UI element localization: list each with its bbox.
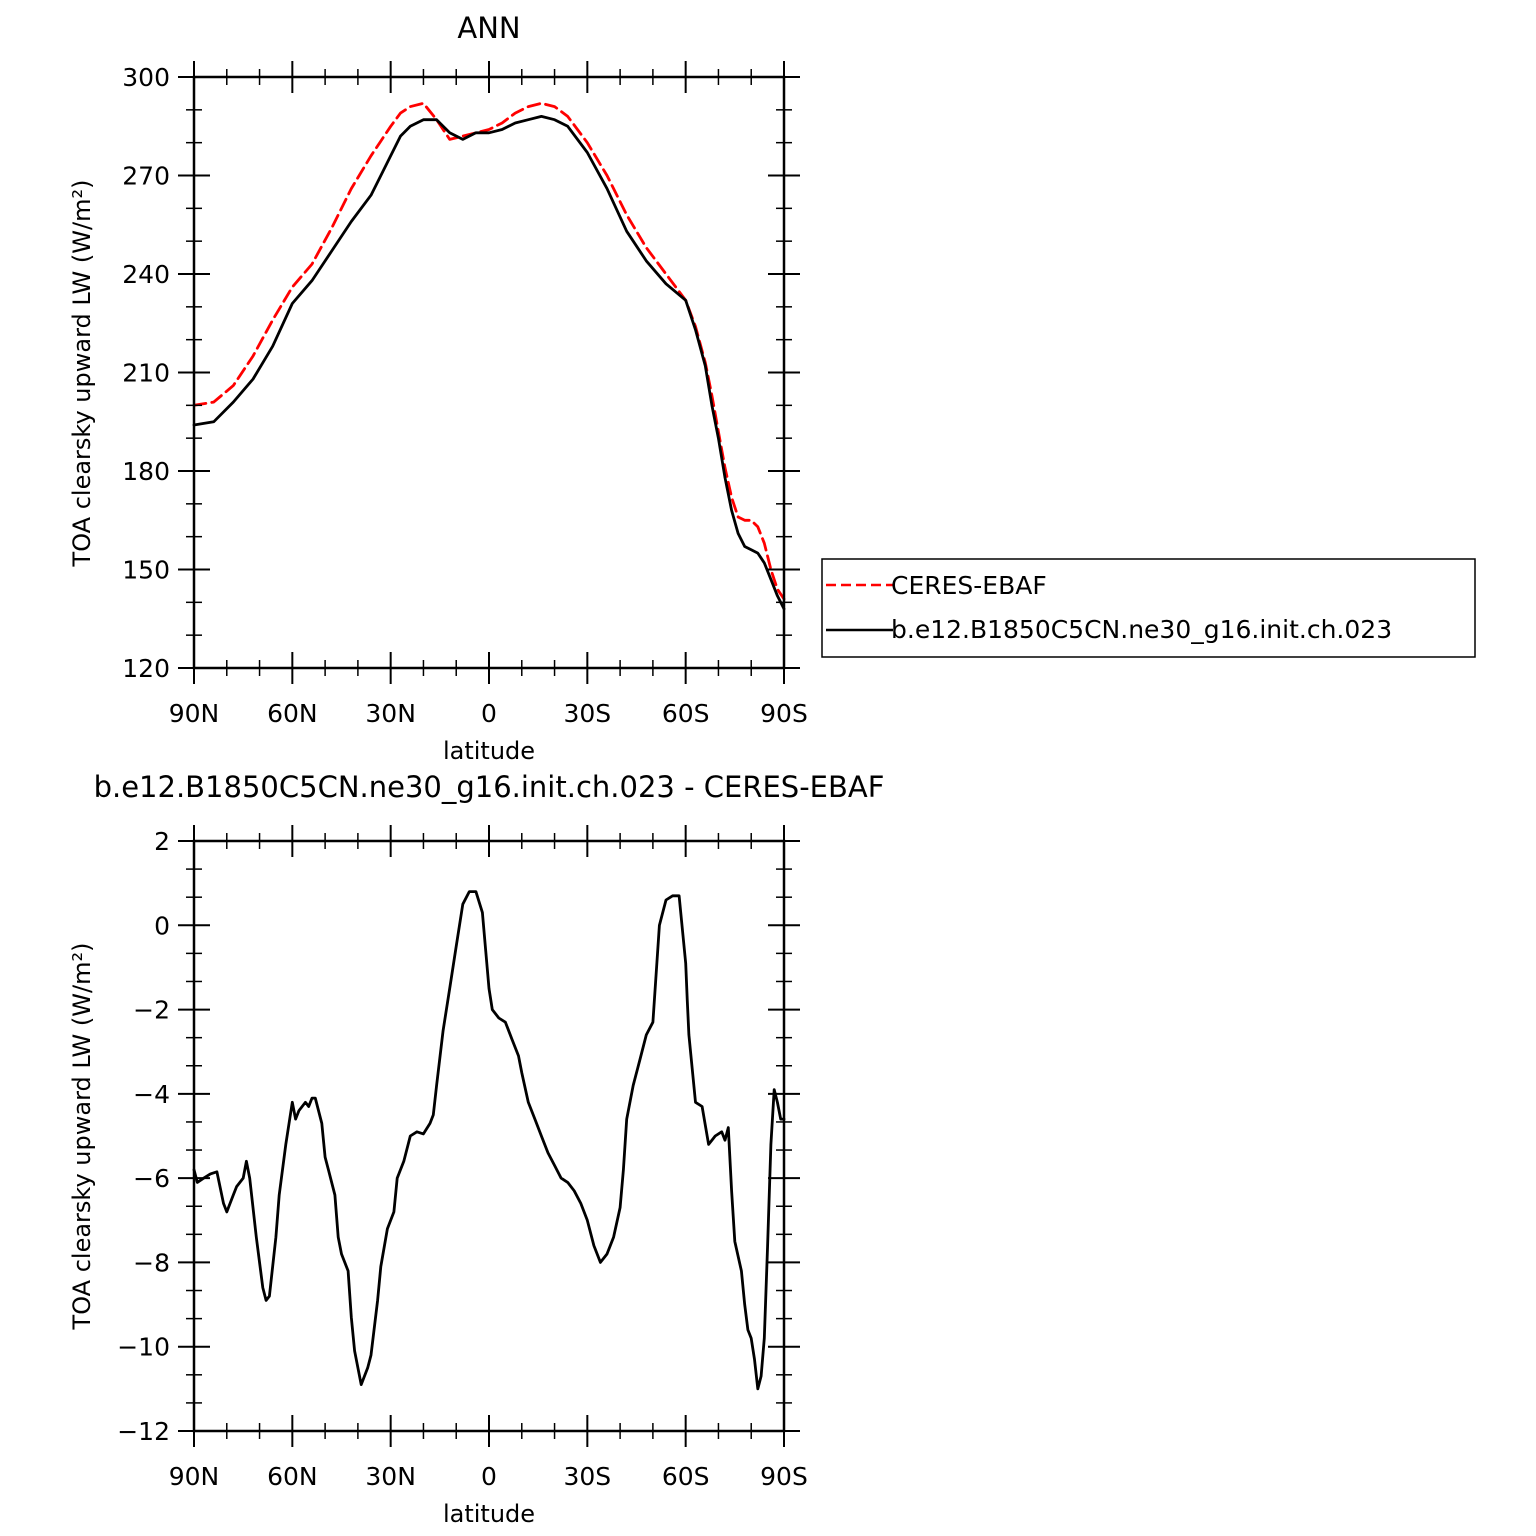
bottom-x-axis-label: latitude (443, 1500, 535, 1528)
bottom-y-tick-label: −10 (117, 1333, 170, 1362)
bottom-chart-title: b.e12.B1850C5CN.ne30_g16.init.ch.023 - C… (94, 770, 885, 804)
bottom-x-tick-label: 30S (563, 1462, 611, 1491)
top-plot-frame (192, 75, 786, 670)
bottom-x-tick-label: 90S (760, 1462, 808, 1491)
bottom-x-tick-label: 30N (365, 1462, 416, 1491)
top-chart-title: ANN (457, 11, 520, 45)
top-y-tick-label: 150 (122, 556, 170, 585)
top-y-tick-label: 210 (122, 359, 170, 388)
bottom-x-tick-label: 60N (267, 1462, 318, 1491)
bottom-y-tick-label: −12 (117, 1417, 170, 1446)
legend: CERES-EBAF b.e12.B1850C5CN.ne30_g16.init… (821, 558, 1476, 658)
bottom-series-line-0 (192, 890, 786, 1391)
bottom-x-tick-label: 90N (169, 1462, 220, 1491)
top-chart: ANN 120 150 180 210 240 270 300 90N 60N 30N 0 30S 6… (68, 11, 1476, 765)
top-x-axis-label: latitude (443, 737, 535, 765)
legend-box (821, 558, 1476, 658)
legend-label-ceres: CERES-EBAF (891, 571, 1047, 600)
top-x-tick-label: 90S (760, 699, 808, 728)
bottom-y-tick-label: 0 (154, 911, 170, 940)
legend-label-model: b.e12.B1850C5CN.ne30_g16.init.ch.023 (891, 615, 1392, 644)
top-x-tick-label: 60N (267, 699, 318, 728)
top-x-tick-label: 60S (662, 699, 710, 728)
bottom-y-tick-label: −8 (133, 1248, 170, 1277)
bottom-y-tick-label: 2 (154, 827, 170, 856)
bottom-y-tick-label: −4 (133, 1080, 170, 1109)
top-y-tick-label: 120 (122, 654, 170, 683)
top-x-tick-label: 30N (365, 699, 416, 728)
top-series-line-1 (192, 115, 786, 611)
bottom-x-tick-label: 0 (481, 1462, 497, 1491)
bottom-y-axis-label: TOA clearsky upward LW (W/m²) (68, 943, 96, 1331)
bottom-x-tick-label: 60S (662, 1462, 710, 1491)
bottom-chart: b.e12.B1850C5CN.ne30_g16.init.ch.023 - C… (68, 770, 884, 1528)
bottom-plot-frame (192, 839, 786, 1433)
top-x-tick-label: 30S (563, 699, 611, 728)
top-series-line-0 (192, 101, 786, 601)
top-y-axis-label: TOA clearsky upward LW (W/m²) (68, 180, 96, 568)
top-y-tick-label: 240 (122, 260, 170, 289)
bottom-y-tick-label: −6 (133, 1164, 170, 1193)
top-x-tick-label: 0 (481, 699, 497, 728)
bottom-y-tick-label: −2 (133, 996, 170, 1025)
top-x-tick-label: 90N (169, 699, 220, 728)
top-y-tick-label: 300 (122, 63, 170, 92)
top-y-tick-label: 270 (122, 162, 170, 191)
top-y-tick-label: 180 (122, 457, 170, 486)
